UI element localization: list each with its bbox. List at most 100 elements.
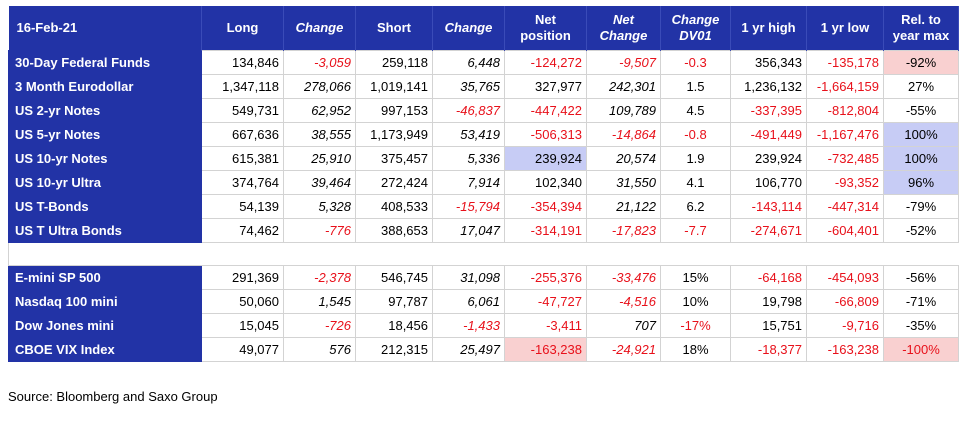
table-cell: 374,764 [201, 170, 284, 195]
table-cell: 272,424 [355, 170, 433, 195]
table-cell: -79% [883, 194, 959, 219]
table-cell: -14,864 [586, 122, 661, 147]
column-header-line1: Change [444, 20, 493, 35]
table-cell: 15% [660, 265, 731, 290]
table-cell: 278,066 [283, 74, 356, 99]
table-cell: -56% [883, 265, 959, 290]
table-cell: -337,395 [730, 98, 807, 123]
table-cell: 667,636 [201, 122, 284, 147]
table-cell: 25,497 [432, 337, 505, 362]
table-row: CBOE VIX Index 49,077 576 212,315 25,497 -163… [8, 337, 959, 362]
column-header-line2: position [520, 28, 571, 43]
section-spacer [8, 242, 959, 266]
table-cell: 576 [283, 337, 356, 362]
table-row: US T Ultra Bonds 74,462 -776 388,653 17,047-… [8, 218, 959, 243]
table-cell: 17,047 [432, 218, 505, 243]
table-cell: 134,846 [201, 50, 284, 75]
contract-name: Dow Jones mini [8, 313, 202, 338]
column-header-line1: Change [295, 20, 344, 35]
contract-name: US 5-yr Notes [8, 122, 202, 147]
table-cell: 6,061 [432, 289, 505, 314]
spacer-cell [8, 242, 959, 266]
column-header-line1: 1 yr high [741, 20, 796, 35]
table-cell: -66,809 [806, 289, 884, 314]
table-cell: 242,301 [586, 74, 661, 99]
table-cell: 15,751 [730, 313, 807, 338]
table-cell: 4.1 [660, 170, 731, 195]
table-cell: -447,422 [504, 98, 587, 123]
table-cell: 100% [883, 146, 959, 171]
table-cell: 62,952 [283, 98, 356, 123]
table-cell: -314,191 [504, 218, 587, 243]
table-row: US 2-yr Notes 549,731 62,952 997,153 -46,837… [8, 98, 959, 123]
table-cell: 6,448 [432, 50, 505, 75]
column-header-line1: Long [226, 20, 259, 35]
table-cell: 39,464 [283, 170, 356, 195]
source-note: Source: Bloomberg and Saxo Group [8, 389, 218, 404]
table-cell: 239,924 [504, 146, 587, 171]
table-cell: 5,336 [432, 146, 505, 171]
table-cell: -3,411 [504, 313, 587, 338]
header-row: 16-Feb-21 Long Change Short Change Net positi… [8, 6, 959, 51]
table-cell: -92% [883, 50, 959, 75]
column-header: Rel. to year max [883, 6, 959, 51]
table-cell: 1,347,118 [201, 74, 284, 99]
contract-name: Nasdaq 100 mini [8, 289, 202, 314]
table-cell: 408,533 [355, 194, 433, 219]
table-cell: -491,449 [730, 122, 807, 147]
table-cell: -447,314 [806, 194, 884, 219]
table-cell: -2,378 [283, 265, 356, 290]
table-cell: -47,727 [504, 289, 587, 314]
table-cell: -71% [883, 289, 959, 314]
table-cell: 74,462 [201, 218, 284, 243]
table-cell: 100% [883, 122, 959, 147]
table-cell: 49,077 [201, 337, 284, 362]
table-cell: -4,516 [586, 289, 661, 314]
column-header-line1: 1 yr low [820, 20, 870, 35]
contract-name: US 10-yr Ultra [8, 170, 202, 195]
table-cell: 21,122 [586, 194, 661, 219]
contract-name: US 10-yr Notes [8, 146, 202, 171]
table-cell: -3,059 [283, 50, 356, 75]
contract-name: E-mini SP 500 [8, 265, 202, 290]
table-cell: -0.3 [660, 50, 731, 75]
contract-name: US 2-yr Notes [8, 98, 202, 123]
table-cell: 53,419 [432, 122, 505, 147]
column-header-line1: Rel. to [901, 12, 941, 27]
table-cell: 31,550 [586, 170, 661, 195]
table-cell: -135,178 [806, 50, 884, 75]
table-cell: 54,139 [201, 194, 284, 219]
table-cell: 4.5 [660, 98, 731, 123]
table-cell: 549,731 [201, 98, 284, 123]
column-header: Change [283, 6, 356, 51]
table-cell: -0.8 [660, 122, 731, 147]
table-cell: 109,789 [586, 98, 661, 123]
table-cell: -100% [883, 337, 959, 362]
table-cell: 50,060 [201, 289, 284, 314]
table-cell: 7,914 [432, 170, 505, 195]
table-cell: 1,019,141 [355, 74, 433, 99]
contract-name: 3 Month Eurodollar [8, 74, 202, 99]
table-row: E-mini SP 500 291,369 -2,378 546,745 31,098-… [8, 265, 959, 290]
table-cell: 1.5 [660, 74, 731, 99]
table-row: 30-Day Federal Funds 134,846 -3,059 259,118… [8, 50, 959, 75]
table-cell: -143,114 [730, 194, 807, 219]
table-cell: -1,664,159 [806, 74, 884, 99]
column-header: Change [432, 6, 505, 51]
contract-name: CBOE VIX Index [8, 337, 202, 362]
table-cell: 27% [883, 74, 959, 99]
table-cell: -163,238 [504, 337, 587, 362]
table-row: US 10-yr Notes 615,381 25,910 375,457 5,336 2… [8, 146, 959, 171]
table-cell: 388,653 [355, 218, 433, 243]
table-cell: -812,804 [806, 98, 884, 123]
column-header-line1: Net [535, 12, 556, 27]
table-cell: -506,313 [504, 122, 587, 147]
table-cell: -33,476 [586, 265, 661, 290]
table-cell: 239,924 [730, 146, 807, 171]
table-cell: 10% [660, 289, 731, 314]
column-header-line1: Change [671, 12, 720, 27]
column-header: Short [355, 6, 433, 51]
column-header: 1 yr high [730, 6, 807, 51]
table-cell: 102,340 [504, 170, 587, 195]
table-cell: 18% [660, 337, 731, 362]
